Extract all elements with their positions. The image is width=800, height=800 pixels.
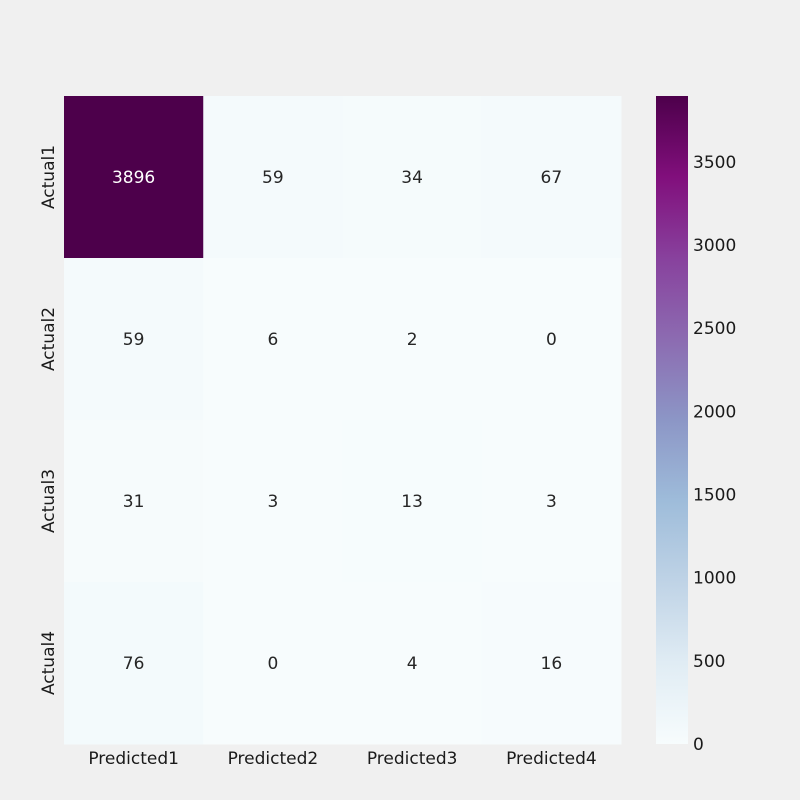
heatmap-cell [342, 582, 483, 745]
heatmap-cell [64, 96, 204, 259]
x-axis-tick-labels: Predicted1 Predicted2 Predicted3 Predicted4 [88, 749, 596, 769]
colorbar: 0 500 1000 1500 2000 2500 3000 3500 [656, 96, 736, 755]
heatmap-cell [342, 96, 483, 259]
cell-value-label: 6 [267, 330, 278, 350]
heatmap-cell [481, 96, 622, 259]
cell-value-label: 31 [123, 492, 145, 512]
x-tick-label: Predicted2 [228, 749, 319, 769]
heatmap-cell [203, 96, 343, 259]
heatmap-cell [203, 258, 343, 421]
heatmap-cell [481, 582, 622, 745]
colorbar-tick-label: 3500 [693, 153, 736, 173]
x-tick-label: Predicted1 [88, 749, 179, 769]
y-tick-label: Actual1 [39, 145, 59, 209]
heatmap-cell [203, 420, 343, 583]
cell-value-label: 13 [401, 492, 423, 512]
colorbar-tick-label: 3000 [693, 236, 736, 256]
y-tick-label: Actual3 [39, 469, 59, 533]
cell-value-label: 59 [123, 330, 145, 350]
colorbar-tick-label: 2000 [693, 402, 736, 422]
cell-value-label: 3 [546, 492, 557, 512]
cell-value-label: 0 [267, 654, 278, 674]
cell-value-label: 67 [541, 168, 563, 188]
cell-value-label: 4 [407, 654, 418, 674]
colorbar-gradient [656, 96, 688, 744]
y-tick-label: Actual4 [39, 631, 59, 695]
cell-value-label: 16 [541, 654, 563, 674]
heatmap-cell [64, 420, 204, 583]
heatmap-cell [481, 420, 622, 583]
cell-value-label: 3 [267, 492, 278, 512]
heatmap-cell [342, 420, 483, 583]
cell-value-label: 76 [123, 654, 145, 674]
heatmap-cell [481, 258, 622, 421]
cell-value-label: 3896 [112, 168, 155, 188]
colorbar-tick-label: 2500 [693, 319, 736, 339]
heatmap-cell [342, 258, 483, 421]
x-tick-label: Predicted3 [367, 749, 458, 769]
heatmap-cell [203, 582, 343, 745]
cell-value-label: 59 [262, 168, 284, 188]
heatmap-grid: 3896 59 34 67 59 6 2 0 31 3 13 3 76 0 4 16 [64, 96, 622, 745]
cell-value-label: 34 [401, 168, 423, 188]
cell-value-label: 2 [407, 330, 418, 350]
x-tick-label: Predicted4 [506, 749, 597, 769]
colorbar-tick-label: 1000 [693, 569, 736, 589]
heatmap-cell [64, 582, 204, 745]
cell-value-label: 0 [546, 330, 557, 350]
colorbar-tick-label: 500 [693, 652, 725, 672]
colorbar-tick-label: 0 [693, 735, 704, 755]
heatmap-cell [64, 258, 204, 421]
colorbar-tick-label: 1500 [693, 486, 736, 506]
y-axis-tick-labels: Actual1 Actual2 Actual3 Actual4 [39, 145, 59, 695]
y-tick-label: Actual2 [39, 307, 59, 371]
